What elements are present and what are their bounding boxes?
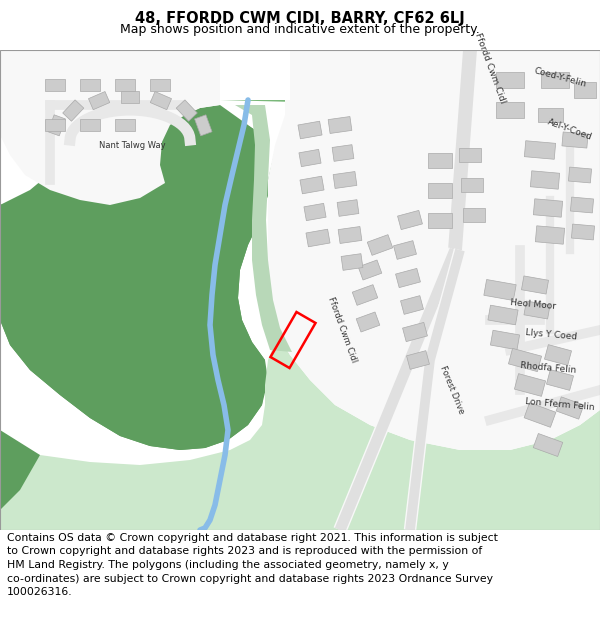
- Polygon shape: [490, 330, 520, 350]
- Polygon shape: [352, 284, 378, 306]
- Polygon shape: [535, 226, 565, 244]
- Polygon shape: [463, 208, 485, 222]
- Polygon shape: [337, 199, 359, 216]
- Polygon shape: [571, 224, 595, 240]
- Polygon shape: [300, 176, 324, 194]
- Polygon shape: [150, 91, 172, 109]
- Polygon shape: [0, 50, 220, 205]
- Polygon shape: [0, 50, 600, 530]
- Polygon shape: [574, 82, 596, 98]
- Text: Contains OS data © Crown copyright and database right 2021. This information is : Contains OS data © Crown copyright and d…: [7, 533, 498, 598]
- Polygon shape: [496, 102, 524, 118]
- Polygon shape: [80, 79, 100, 91]
- Polygon shape: [338, 226, 362, 244]
- Polygon shape: [514, 374, 545, 396]
- Text: Heol Moor: Heol Moor: [510, 299, 556, 311]
- Polygon shape: [459, 148, 481, 162]
- Text: Coed-Y-Felin: Coed-Y-Felin: [533, 67, 587, 89]
- Polygon shape: [341, 254, 363, 271]
- Polygon shape: [299, 149, 321, 167]
- Polygon shape: [332, 144, 354, 161]
- Polygon shape: [547, 369, 574, 391]
- Text: 48, FFORDD CWM CIDI, BARRY, CF62 6LJ: 48, FFORDD CWM CIDI, BARRY, CF62 6LJ: [135, 11, 465, 26]
- Polygon shape: [121, 91, 139, 103]
- Text: Forest Drive: Forest Drive: [438, 364, 466, 416]
- Text: Ffordd Cwm Cidl: Ffordd Cwm Cidl: [326, 296, 358, 364]
- Polygon shape: [571, 197, 593, 213]
- Polygon shape: [358, 260, 382, 280]
- Polygon shape: [544, 344, 572, 366]
- Polygon shape: [556, 397, 584, 419]
- Text: Ffordd Cwm Cidl: Ffordd Cwm Cidl: [473, 31, 507, 104]
- Polygon shape: [220, 100, 495, 415]
- Polygon shape: [115, 79, 135, 91]
- Polygon shape: [150, 79, 170, 91]
- Polygon shape: [541, 72, 569, 88]
- Polygon shape: [0, 430, 40, 510]
- Polygon shape: [461, 178, 483, 192]
- Polygon shape: [484, 279, 516, 301]
- Polygon shape: [194, 115, 212, 136]
- Polygon shape: [304, 203, 326, 221]
- Polygon shape: [0, 110, 268, 450]
- Polygon shape: [562, 132, 588, 148]
- Polygon shape: [407, 351, 430, 369]
- Polygon shape: [508, 348, 542, 372]
- Polygon shape: [496, 72, 524, 88]
- Text: Llys Y Coed: Llys Y Coed: [525, 328, 577, 342]
- Polygon shape: [524, 301, 550, 319]
- Polygon shape: [530, 171, 560, 189]
- Polygon shape: [524, 141, 556, 159]
- Polygon shape: [45, 79, 65, 91]
- Text: Nant Talwg Way: Nant Talwg Way: [98, 141, 166, 149]
- Polygon shape: [48, 115, 65, 136]
- Polygon shape: [367, 234, 393, 256]
- Text: Rhodfa Felin: Rhodfa Felin: [520, 361, 577, 375]
- Polygon shape: [333, 171, 357, 189]
- Polygon shape: [524, 402, 556, 428]
- Polygon shape: [521, 276, 548, 294]
- Polygon shape: [356, 312, 380, 332]
- Polygon shape: [401, 296, 424, 314]
- Polygon shape: [395, 268, 421, 288]
- Polygon shape: [533, 434, 563, 456]
- Polygon shape: [428, 152, 452, 168]
- Polygon shape: [306, 229, 330, 247]
- Polygon shape: [533, 199, 563, 217]
- Polygon shape: [88, 91, 110, 109]
- Polygon shape: [0, 105, 268, 450]
- Polygon shape: [328, 116, 352, 134]
- Polygon shape: [428, 182, 452, 198]
- Polygon shape: [488, 305, 518, 325]
- Polygon shape: [235, 105, 292, 352]
- Polygon shape: [45, 119, 65, 131]
- Polygon shape: [63, 100, 84, 121]
- Text: Lon Fferm Felin: Lon Fferm Felin: [525, 398, 595, 412]
- Polygon shape: [568, 167, 592, 183]
- Polygon shape: [80, 119, 100, 131]
- Polygon shape: [0, 335, 600, 530]
- Polygon shape: [403, 322, 427, 342]
- Polygon shape: [298, 121, 322, 139]
- Polygon shape: [538, 108, 563, 122]
- Text: Map shows position and indicative extent of the property.: Map shows position and indicative extent…: [120, 23, 480, 36]
- Text: Ael-Y-Coed: Ael-Y-Coed: [547, 118, 593, 142]
- Polygon shape: [394, 241, 416, 259]
- Polygon shape: [115, 119, 135, 131]
- Polygon shape: [398, 211, 422, 229]
- Polygon shape: [176, 100, 197, 121]
- Polygon shape: [268, 50, 600, 450]
- Polygon shape: [428, 213, 452, 228]
